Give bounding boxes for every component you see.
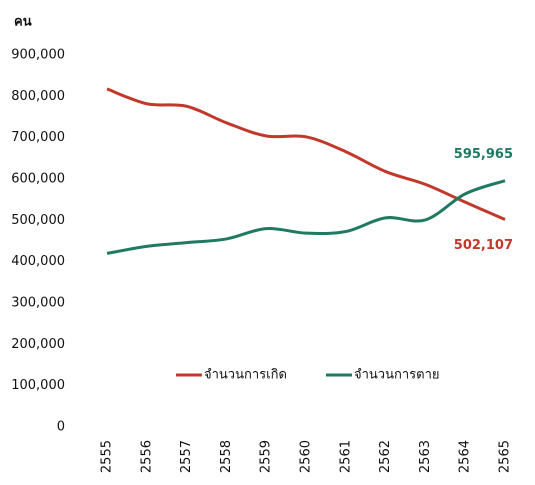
y-tick-label: 500,000 bbox=[11, 213, 65, 228]
y-tick-label: 100,000 bbox=[11, 378, 65, 393]
legend-label: จำนวนการเกิด bbox=[204, 368, 287, 383]
y-tick-label: 700,000 bbox=[11, 130, 65, 145]
x-tick-label: 2564 bbox=[458, 440, 473, 473]
data-label: 595,965 bbox=[454, 147, 513, 162]
x-tick-label: 2555 bbox=[100, 440, 115, 473]
x-tick-label: 2561 bbox=[338, 440, 353, 473]
series-line bbox=[106, 87, 506, 221]
y-axis-label: คน bbox=[14, 15, 32, 30]
x-tick-label: 2556 bbox=[139, 440, 154, 473]
x-tick-label: 2560 bbox=[299, 440, 314, 473]
y-tick-label: 200,000 bbox=[11, 337, 65, 352]
x-tick-label: 2563 bbox=[418, 440, 433, 473]
y-tick-label: 900,000 bbox=[11, 48, 65, 63]
x-tick-label: 2558 bbox=[219, 440, 234, 473]
y-tick-label: 0 bbox=[57, 420, 65, 435]
y-tick-label: 400,000 bbox=[11, 254, 65, 269]
series-line bbox=[106, 179, 506, 255]
y-tick-label: 300,000 bbox=[11, 296, 65, 311]
legend-label: จำนวนการตาย bbox=[354, 368, 440, 383]
x-tick-label: 2565 bbox=[498, 440, 513, 473]
data-label: 502,107 bbox=[454, 238, 513, 253]
x-tick-label: 2562 bbox=[378, 440, 393, 473]
y-tick-label: 800,000 bbox=[11, 89, 65, 104]
x-tick-label: 2559 bbox=[259, 440, 274, 473]
x-tick-label: 2557 bbox=[179, 440, 194, 473]
y-tick-label: 600,000 bbox=[11, 172, 65, 187]
